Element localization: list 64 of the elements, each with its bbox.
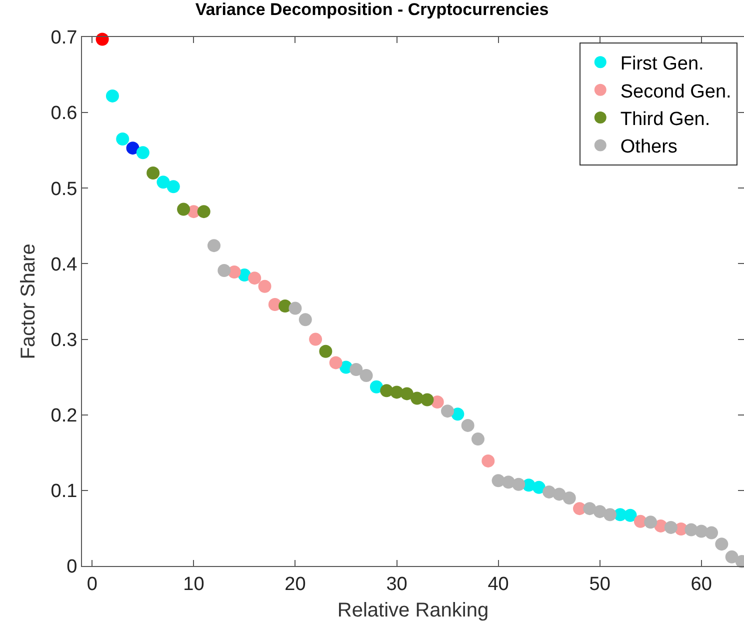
y-tick-label: 0.7	[50, 28, 78, 49]
point	[624, 508, 637, 522]
point	[248, 272, 262, 285]
point	[471, 432, 484, 446]
y-axis-title: Factor Share	[17, 244, 40, 360]
point	[644, 516, 658, 529]
point	[207, 239, 220, 252]
point	[532, 480, 546, 494]
x-axis-title: Relative Ranking	[337, 599, 489, 622]
point	[583, 502, 596, 516]
point	[441, 404, 454, 418]
chart-title: Variance Decomposition - Cryptocurrencies	[195, 0, 549, 20]
point	[420, 393, 434, 406]
point	[370, 380, 383, 394]
point	[126, 142, 140, 155]
point	[177, 202, 190, 216]
x-tick-label: 20	[284, 574, 306, 595]
y-tick-label: 0.4	[50, 254, 78, 276]
legend-label: Third Gen.	[620, 108, 710, 130]
point	[166, 180, 180, 194]
y-tick-label: 0.1	[50, 481, 78, 502]
point	[603, 508, 616, 522]
x-tick-label: 60	[690, 574, 712, 595]
point	[288, 302, 302, 315]
point	[146, 166, 160, 180]
legend-label: First Gen.	[620, 54, 704, 75]
point	[106, 89, 119, 102]
point	[319, 344, 332, 358]
y-tick-label: 0.5	[50, 178, 78, 200]
x-tick-label: 40	[488, 574, 509, 595]
point	[278, 300, 292, 313]
point	[562, 491, 576, 504]
point	[552, 488, 566, 501]
point	[715, 538, 728, 551]
point	[96, 32, 109, 46]
y-tick-label: 0.2	[50, 406, 78, 427]
point	[664, 520, 678, 534]
point	[136, 146, 150, 160]
point	[298, 313, 312, 326]
point	[430, 396, 444, 409]
point	[725, 550, 738, 564]
point	[329, 356, 342, 370]
point	[197, 205, 210, 218]
x-tick-label: 0	[86, 574, 98, 595]
point	[116, 132, 130, 146]
point	[705, 526, 718, 540]
x-tick-label: 10	[183, 574, 204, 595]
legend-label: Others	[620, 136, 678, 158]
x-tick-label: 30	[386, 574, 408, 595]
point	[218, 264, 231, 278]
point	[461, 418, 474, 432]
y-tick-label: 0	[66, 556, 78, 578]
point	[309, 332, 322, 346]
legend-label: Second Gen.	[620, 81, 732, 102]
point	[350, 363, 363, 376]
point	[400, 387, 414, 400]
point	[156, 176, 170, 189]
y-tick-label: 0.6	[50, 103, 78, 124]
point	[512, 478, 526, 491]
y-tick-label: 0.3	[50, 330, 78, 351]
point	[482, 454, 495, 468]
point	[360, 369, 373, 382]
point	[258, 280, 272, 293]
x-tick-label: 50	[589, 574, 610, 595]
